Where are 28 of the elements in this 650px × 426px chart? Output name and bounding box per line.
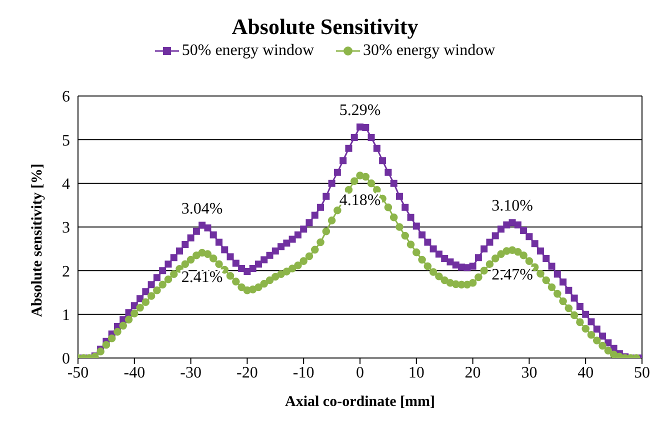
y-tick-label: 0	[62, 350, 70, 368]
x-tick-label: -40	[124, 364, 146, 382]
x-tick-label: 0	[356, 364, 364, 382]
x-tick-label: 10	[408, 364, 424, 382]
chart-title: Absolute Sensitivity	[230, 14, 420, 40]
x-tick-label: -20	[236, 364, 258, 382]
y-tick-label: 2	[62, 263, 70, 280]
x-tick-label: 30	[521, 364, 538, 382]
x-tick-label: 50	[634, 364, 650, 382]
annotation: 3.04%	[181, 200, 223, 218]
legend-label: 30% energy window	[363, 42, 496, 60]
x-axis-title: Axial co-ordinate [mm]	[285, 394, 435, 410]
annotation: 5.29%	[339, 102, 381, 120]
x-tick-label: 20	[464, 364, 481, 382]
annotation: 2.41%	[181, 269, 223, 286]
y-tick-label: 3	[62, 220, 70, 237]
x-tick-label: -10	[292, 364, 314, 382]
y-tick-label: 5	[62, 132, 70, 150]
y-axis-title: Absolute sensitivity [%]	[29, 164, 46, 317]
y-tick-label: 6	[62, 88, 70, 106]
legend-label: 50% energy window	[182, 42, 314, 60]
x-tick-label: 40	[578, 364, 594, 382]
y-tick-label: 1	[62, 307, 70, 324]
annotation: 3.10%	[492, 198, 533, 215]
annotation: 2.47%	[492, 266, 533, 284]
x-tick-label: -50	[67, 364, 89, 382]
y-tick-label: 4	[62, 176, 70, 194]
x-tick-label: -30	[180, 364, 202, 382]
